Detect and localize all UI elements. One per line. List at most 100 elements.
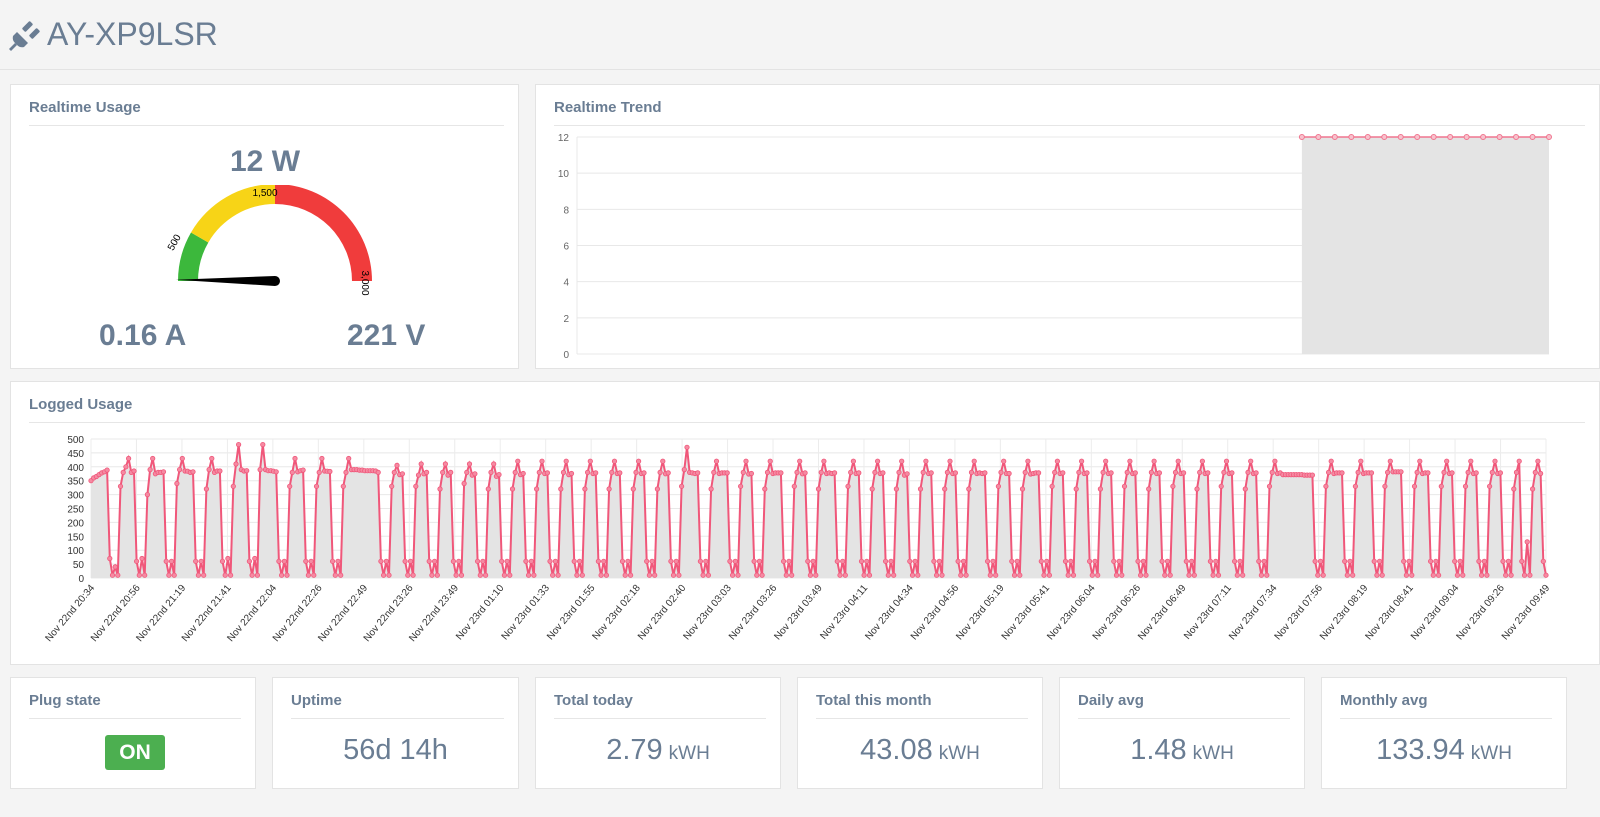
logged-point xyxy=(1368,470,1375,476)
logged-point xyxy=(520,470,526,477)
logged-point xyxy=(1535,458,1541,464)
logged-point xyxy=(729,572,736,578)
logged-point xyxy=(131,468,137,474)
logged-point xyxy=(201,572,207,578)
logged-point xyxy=(222,572,228,578)
trend-y-tick-label: 12 xyxy=(558,133,570,144)
logged-point xyxy=(1113,572,1120,578)
logged-point xyxy=(909,572,916,578)
logged-point xyxy=(579,572,585,578)
logged-x-tick-label: Nov 23rd 01:55 xyxy=(545,583,598,643)
logged-point xyxy=(831,470,838,476)
logged-point xyxy=(1503,572,1509,578)
uptime-value: 56d 14h xyxy=(343,734,448,766)
logged-point xyxy=(195,572,201,578)
logged-point xyxy=(134,558,140,564)
card-title: Uptime xyxy=(291,692,342,709)
logged-point xyxy=(1162,572,1168,578)
logged-point xyxy=(456,558,462,564)
logged-x-tick-label: Nov 22nd 22:26 xyxy=(271,583,325,644)
logged-point xyxy=(166,572,172,578)
logged-point xyxy=(327,468,333,475)
logged-point xyxy=(1317,558,1324,564)
logged-point xyxy=(1326,469,1332,476)
logged-point xyxy=(1248,458,1254,464)
logged-point xyxy=(670,572,677,578)
logged-point xyxy=(1462,483,1469,489)
logged-point xyxy=(389,483,395,489)
panel-title: Realtime Usage xyxy=(29,99,141,116)
panel-divider xyxy=(29,718,241,719)
logged-point xyxy=(665,470,671,476)
logged-point xyxy=(960,558,967,564)
logged-point xyxy=(177,466,183,473)
logged-point xyxy=(1258,572,1265,578)
panel-title: Realtime Trend xyxy=(554,99,662,116)
trend-y-tick-label: 2 xyxy=(563,314,569,325)
logged-point xyxy=(1358,458,1364,464)
logged-point xyxy=(466,461,473,467)
logged-y-tick-label: 200 xyxy=(67,518,84,529)
logged-point xyxy=(1189,558,1195,564)
logged-point xyxy=(284,572,290,578)
logged-point xyxy=(1543,572,1549,578)
logged-point xyxy=(1320,572,1326,578)
logged-point xyxy=(1229,470,1235,476)
logged-point xyxy=(842,572,848,578)
logged-point xyxy=(896,469,902,476)
logged-point xyxy=(912,558,918,564)
logged-point xyxy=(1449,470,1455,476)
logged-point xyxy=(697,558,704,564)
logged-point xyxy=(998,469,1004,476)
logged-point xyxy=(995,483,1002,489)
logged-point xyxy=(684,444,690,450)
logged-point xyxy=(891,572,897,578)
logged-x-tick-label: Nov 23rd 05:41 xyxy=(1000,583,1053,643)
logged-point xyxy=(1328,458,1334,464)
logged-point xyxy=(633,469,639,476)
logged-point xyxy=(1065,572,1071,578)
logged-point xyxy=(735,572,741,578)
logged-point xyxy=(1347,558,1353,564)
logged-point xyxy=(1121,483,1128,489)
logged-x-tick-label: Nov 22nd 23:49 xyxy=(407,583,461,644)
page-title: AY-XP9LSR xyxy=(47,16,218,52)
logged-x-tick-label: Nov 23rd 06:49 xyxy=(1136,583,1189,643)
logged-point xyxy=(319,455,325,462)
logged-point xyxy=(1207,558,1214,564)
logged-point xyxy=(732,558,738,564)
logged-point xyxy=(1159,558,1165,564)
logged-point xyxy=(587,458,593,464)
logged-point xyxy=(1049,483,1055,489)
logged-point xyxy=(966,486,972,492)
logged-point xyxy=(1457,558,1463,564)
trend-area-fill xyxy=(1301,137,1549,354)
logged-point xyxy=(635,458,642,464)
logged-point xyxy=(230,483,236,489)
logged-point xyxy=(225,555,231,562)
logged-point xyxy=(944,469,951,476)
logged-point xyxy=(751,558,757,564)
trend-point xyxy=(1397,134,1404,140)
logged-point xyxy=(947,458,953,464)
logged-point xyxy=(496,471,502,478)
logged-point xyxy=(560,469,567,476)
plug-state-toggle[interactable]: ON xyxy=(105,735,165,770)
logged-point xyxy=(115,572,121,578)
logged-point xyxy=(480,558,486,564)
trend-point xyxy=(1315,134,1322,140)
logged-point xyxy=(958,572,964,578)
logged-point xyxy=(1500,558,1506,564)
logged-point xyxy=(595,558,602,564)
power-gauge: 500 1,500 3,000 xyxy=(166,185,372,296)
logged-point xyxy=(1052,469,1058,476)
logged-point xyxy=(982,470,988,476)
logged-usage-chart: 0 50 100 150 200 250 300 350 400 450 500 Nov 22nd 2… xyxy=(43,435,1552,644)
logged-point xyxy=(646,572,653,578)
panel-divider xyxy=(1340,718,1552,719)
logged-point xyxy=(748,470,755,477)
logged-point xyxy=(391,469,397,476)
logged-point xyxy=(472,471,478,477)
logged-point xyxy=(423,469,430,476)
logged-point xyxy=(136,572,142,578)
